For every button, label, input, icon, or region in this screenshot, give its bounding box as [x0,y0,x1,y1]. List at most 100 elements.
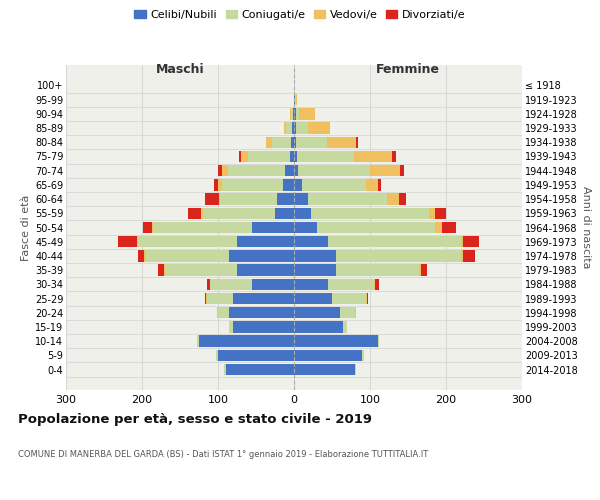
Bar [197,336,199,347]
Text: COMUNE DI MANERBA DEL GARDA (BS) - Dati ISTAT 1° gennaio 2019 - Elaborazione TUT: COMUNE DI MANERBA DEL GARDA (BS) - Dati … [18,450,428,459]
Bar [283,179,294,190]
Bar [356,136,358,148]
Bar [222,165,228,176]
Bar [298,165,370,176]
Bar [252,278,294,290]
Bar [237,236,294,248]
Bar [285,165,294,176]
Bar [229,307,294,318]
Bar [224,364,226,375]
Bar [294,336,377,347]
Bar [222,179,283,190]
Bar [248,151,290,162]
Bar [294,194,308,205]
Bar [336,250,461,262]
Bar [211,278,252,290]
Bar [296,94,297,106]
Bar [138,250,144,262]
Bar [233,293,294,304]
Bar [294,179,302,190]
Bar [275,208,294,219]
Bar [355,307,356,318]
Bar [228,165,285,176]
Bar [421,264,427,276]
Text: Popolazione per età, sesso e stato civile - 2019: Popolazione per età, sesso e stato civil… [18,412,372,426]
Bar [376,278,379,290]
Bar [158,264,164,276]
Bar [144,250,146,262]
Bar [308,122,331,134]
Bar [294,108,296,120]
Bar [217,350,218,361]
Bar [165,264,237,276]
Bar [206,293,233,304]
Bar [294,165,298,176]
Bar [293,108,294,120]
Bar [294,250,336,262]
Bar [188,208,201,219]
Bar [294,307,340,318]
Bar [290,108,291,120]
Bar [294,293,332,304]
Bar [366,293,367,304]
Bar [419,264,421,276]
Bar [291,136,294,148]
Bar [290,151,294,162]
Text: Maschi: Maschi [155,62,205,76]
Y-axis label: Fasce di età: Fasce di età [20,194,31,260]
Bar [286,122,292,134]
Bar [336,264,419,276]
Bar [294,322,343,332]
Bar [294,278,328,290]
Bar [218,179,222,190]
Bar [294,264,336,276]
Bar [201,208,203,219]
Legend: Celibi/Nubili, Coniugati/e, Vedovi/e, Divorziati/e: Celibi/Nubili, Coniugati/e, Vedovi/e, Di… [130,6,470,25]
Bar [332,293,366,304]
Bar [326,136,356,148]
Bar [294,350,362,361]
Bar [138,236,237,248]
Bar [294,94,295,106]
Bar [209,278,211,290]
Bar [219,194,220,205]
Y-axis label: Anni di nascita: Anni di nascita [581,186,592,269]
Bar [218,165,222,176]
Bar [343,322,347,332]
Bar [277,194,294,205]
Bar [463,250,475,262]
Bar [284,122,286,134]
Bar [295,94,296,106]
Bar [377,336,379,347]
Bar [152,222,154,233]
Bar [266,136,272,148]
Bar [272,136,291,148]
Bar [239,151,241,162]
Bar [233,322,294,332]
Bar [317,222,434,233]
Bar [218,350,294,361]
Bar [370,165,400,176]
Bar [237,264,294,276]
Bar [374,278,376,290]
Bar [137,236,138,248]
Bar [205,293,206,304]
Bar [362,350,364,361]
Bar [366,179,377,190]
Bar [241,151,248,162]
Bar [252,222,294,233]
Bar [367,293,368,304]
Bar [328,236,461,248]
Bar [294,364,355,375]
Bar [299,108,314,120]
Bar [294,122,296,134]
Bar [118,236,137,248]
Bar [208,278,209,290]
Bar [355,364,356,375]
Bar [294,222,317,233]
Bar [377,179,382,190]
Bar [392,151,396,162]
Text: Femmine: Femmine [376,62,440,76]
Bar [388,194,399,205]
Bar [199,336,294,347]
